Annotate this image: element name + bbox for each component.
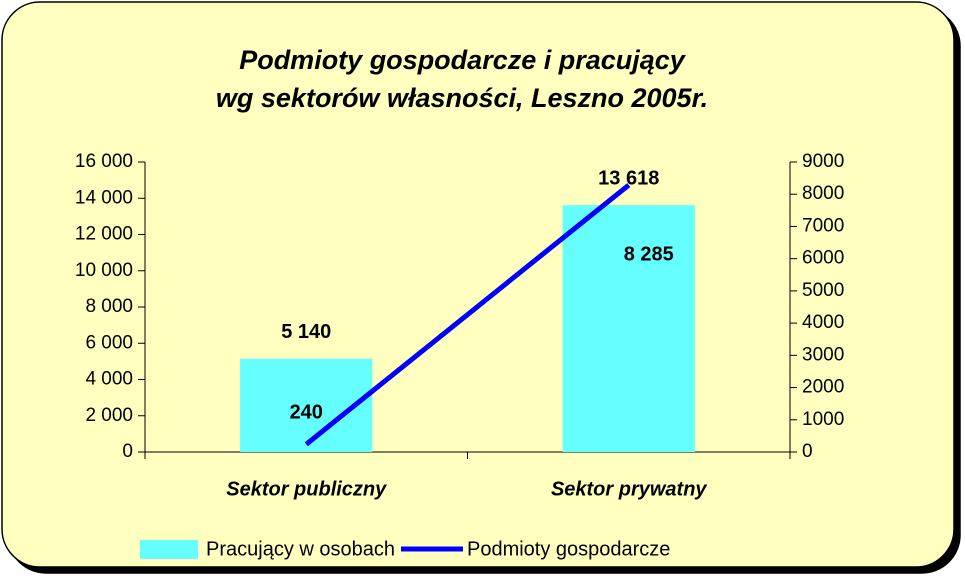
y2-tick-label: 1000 (802, 409, 844, 430)
y2-tick-label: 4000 (802, 312, 844, 333)
y2-tick-label: 7000 (802, 215, 844, 236)
y2-tick-label: 3000 (802, 344, 844, 365)
y2-tick-label: 8000 (802, 183, 844, 204)
y-tick-label: 10 000 (75, 260, 133, 281)
y-tick-label: 2 000 (85, 405, 133, 426)
bar-value-label: 5 140 (281, 321, 331, 343)
y2-tick-label: 2000 (802, 377, 844, 398)
y-tick-label: 12 000 (75, 224, 133, 245)
legend-label: Pracujący w osobach (206, 538, 395, 560)
y-tick-label: 14 000 (75, 187, 133, 208)
y-tick-label: 8 000 (85, 296, 133, 317)
y2-tick-label: 5000 (802, 280, 844, 301)
y2-tick-label: 9000 (802, 151, 844, 172)
y-tick-label: 6 000 (85, 332, 133, 353)
chart-title: wg sektorów własności, Leszno 2005r. (216, 83, 708, 113)
chart-background (1, 1, 955, 568)
bar-value-label: 13 618 (598, 167, 659, 189)
y-tick-label: 16 000 (75, 151, 133, 172)
y2-tick-label: 0 (802, 441, 813, 462)
line-value-label: 240 (290, 402, 323, 424)
legend-swatch (140, 540, 198, 559)
y-tick-label: 4 000 (85, 369, 133, 390)
line (304, 183, 631, 447)
x-tick-label: Sektor prywatny (551, 478, 707, 500)
chart-title: Podmioty gospodarcze i pracujący (239, 45, 687, 75)
line-value-label: 8 285 (624, 243, 674, 265)
x-tick-label: Sektor publiczny (226, 478, 387, 500)
bar (240, 358, 373, 452)
y2-tick-label: 6000 (802, 248, 844, 269)
legend-label: Podmioty gospodarcze (467, 538, 670, 560)
y-tick-label: 0 (122, 441, 133, 462)
bar (562, 205, 695, 452)
